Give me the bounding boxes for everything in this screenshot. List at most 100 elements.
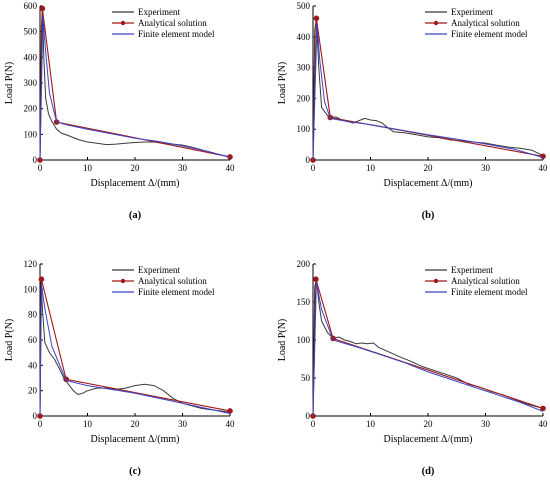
x-tick-label: 20 — [131, 163, 141, 173]
x-tick-label: 20 — [424, 163, 434, 173]
panel-1: 0 100 200 300 400 500 600 0 10 20 30 40 Displacement… — [4, 1, 235, 221]
series-fem-line — [312, 281, 544, 417]
x-tick-label: 40 — [539, 419, 549, 429]
legend-marker-analytical — [120, 278, 126, 284]
series-analytical-line — [312, 278, 544, 417]
y-tick-label: 100 — [24, 284, 38, 294]
y-tick-label: 20 — [28, 386, 38, 396]
y-axis-label: Load P(N) — [277, 62, 288, 105]
x-tick-label: 40 — [226, 163, 236, 173]
series-analytical-point — [540, 153, 546, 160]
legend-label-experiment: Experiment — [451, 265, 493, 275]
y-tick-label: 500 — [297, 1, 311, 11]
y-tick-label: 100 — [297, 124, 311, 134]
legend-label-fem: Finite element model — [138, 287, 215, 297]
legend-label-analytical: Analytical solution — [451, 18, 520, 28]
series-fem-line — [39, 283, 231, 417]
y-tick-label: 400 — [24, 52, 38, 62]
y-tick-label: 200 — [24, 104, 38, 114]
x-tick-label: 40 — [539, 163, 549, 173]
x-tick-label: 0 — [38, 163, 43, 173]
series-analytical-point — [227, 408, 233, 414]
y-axis-label: Load P(N) — [4, 319, 15, 362]
legend-marker-analytical — [433, 278, 439, 284]
y-tick-label: 600 — [24, 1, 38, 11]
x-tick-label: 10 — [83, 163, 93, 173]
y-tick-label: 500 — [24, 27, 38, 37]
legend-label-fem: Finite element model — [451, 287, 528, 297]
series-analytical-point — [313, 15, 320, 22]
x-tick-label: 10 — [83, 419, 93, 429]
series-analytical-point — [540, 405, 546, 412]
y-tick-label: 0 — [306, 411, 311, 421]
panel-4: 0 50 100 150 200 0 10 20 30 40 Displacement Δ/(mm)… — [277, 259, 548, 477]
series-analytical-point — [39, 5, 46, 12]
y-tick-label: 100 — [24, 129, 38, 139]
series-analytical-line — [39, 278, 231, 417]
x-tick-label: 10 — [366, 163, 376, 173]
x-tick-label: 30 — [178, 419, 188, 429]
x-axis-label: Displacement Δ/(mm) — [91, 178, 180, 189]
panel-label: (a) — [129, 210, 142, 221]
legend-label-analytical: Analytical solution — [138, 276, 207, 286]
x-tick-label: 40 — [226, 419, 236, 429]
y-tick-label: 80 — [28, 310, 38, 320]
series-experiment-line — [39, 278, 231, 417]
legend-marker-analytical — [120, 20, 126, 26]
series-analytical-line — [312, 17, 544, 161]
y-tick-label: 150 — [297, 297, 311, 307]
series-fem-line — [312, 24, 544, 161]
y-tick-label: 400 — [297, 32, 311, 42]
x-axis-label: Displacement Δ/(mm) — [91, 434, 180, 445]
y-tick-label: 60 — [28, 335, 38, 345]
legend-label-experiment: Experiment — [451, 7, 493, 17]
series-experiment-line — [312, 17, 544, 161]
legend-label-analytical: Analytical solution — [451, 276, 520, 286]
legend-label-analytical: Analytical solution — [138, 18, 207, 28]
y-tick-label: 200 — [297, 93, 311, 103]
y-axis-label: Load P(N) — [4, 62, 15, 105]
series-experiment-line — [312, 278, 544, 417]
panel-2: 0 100 200 300 400 500 0 10 20 30 40 Displacement Δ/… — [277, 1, 548, 221]
series-fem-line — [39, 15, 231, 161]
x-tick-label: 30 — [178, 163, 188, 173]
panel-3: 0 20 40 60 80 100 120 0 10 20 30 40 Displacement Δ/(… — [4, 259, 235, 477]
legend-label-fem: Finite element model — [138, 29, 215, 39]
panel-label: (b) — [422, 210, 435, 221]
y-tick-label: 0 — [33, 155, 38, 165]
y-tick-label: 0 — [306, 155, 311, 165]
x-tick-label: 0 — [311, 419, 316, 429]
y-tick-label: 300 — [24, 78, 38, 88]
x-tick-label: 0 — [38, 419, 43, 429]
panel-label: (d) — [422, 466, 435, 477]
x-tick-label: 10 — [366, 419, 376, 429]
x-tick-label: 20 — [424, 419, 434, 429]
x-tick-label: 30 — [481, 419, 491, 429]
legend-marker-analytical — [433, 20, 439, 26]
x-axis-label: Displacement Δ/(mm) — [384, 434, 473, 445]
x-tick-label: 20 — [131, 419, 141, 429]
legend-label-fem: Finite element model — [451, 29, 528, 39]
series-analytical-point — [313, 276, 319, 283]
y-tick-label: 50 — [301, 373, 311, 383]
y-axis-label: Load P(N) — [277, 319, 288, 362]
y-tick-label: 100 — [297, 335, 311, 345]
y-tick-label: 120 — [24, 259, 38, 269]
y-tick-label: 0 — [33, 411, 38, 421]
series-experiment-line — [39, 8, 231, 161]
x-tick-label: 0 — [311, 163, 316, 173]
x-tick-label: 30 — [481, 163, 491, 173]
y-tick-label: 200 — [297, 259, 311, 269]
y-tick-label: 300 — [297, 63, 311, 73]
series-analytical-point — [38, 276, 45, 283]
legend-label-experiment: Experiment — [138, 7, 180, 17]
y-tick-label: 40 — [28, 360, 38, 370]
x-axis-label: Displacement Δ/(mm) — [384, 178, 473, 189]
legend-label-experiment: Experiment — [138, 265, 180, 275]
panel-label: (c) — [129, 466, 141, 477]
